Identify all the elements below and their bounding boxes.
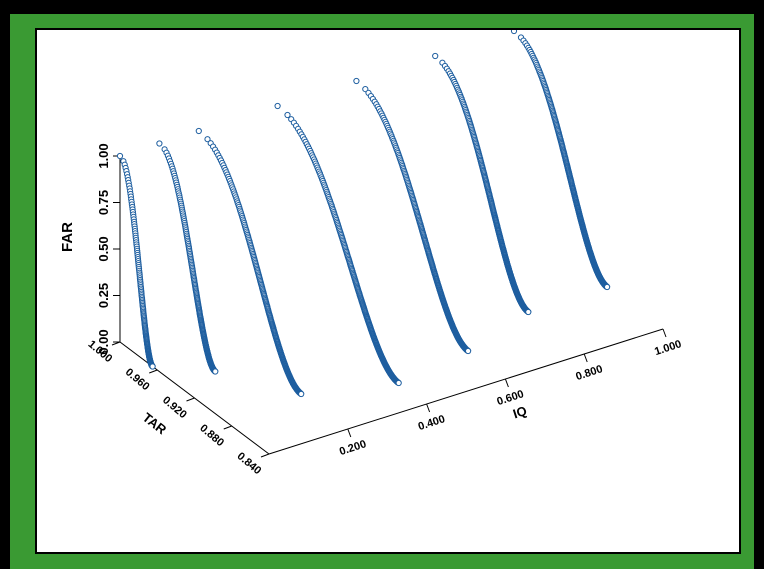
data-point <box>204 136 211 143</box>
iq-tick <box>426 403 431 413</box>
tar-tick <box>186 397 195 402</box>
tar-axis-title: TAR <box>140 410 170 438</box>
tar-tick-label: 0.960 <box>123 366 152 393</box>
iq-axis-line <box>268 328 664 455</box>
tar-tick-label: 0.840 <box>235 450 264 477</box>
data-point <box>149 363 156 370</box>
data-point <box>604 283 611 291</box>
iq-tick <box>504 378 509 388</box>
tar-tick <box>223 425 232 430</box>
plot-panel: 0.200 0.400 0.600 0.800 1.000 0.840 0.880 0.920… <box>35 27 741 554</box>
iq-axis-title: IQ <box>511 403 529 422</box>
data-point <box>212 368 219 375</box>
data-point <box>156 140 163 147</box>
iq-tick-label: 0.200 <box>338 438 368 458</box>
data-point <box>465 347 472 355</box>
far-tick-label: 1.00 <box>96 143 111 168</box>
far-tick-label: 0.00 <box>96 329 111 354</box>
tar-tick-label: 0.920 <box>160 394 189 421</box>
data-point <box>432 52 439 60</box>
tar-tick-label: 0.880 <box>197 422 226 449</box>
data-point <box>298 390 305 398</box>
far-tick-label: 0.50 <box>96 236 111 261</box>
data-point <box>525 308 532 316</box>
far-tick-label: 0.25 <box>96 283 111 308</box>
data-point <box>274 102 281 110</box>
data-point <box>353 77 360 85</box>
iq-tick <box>347 428 352 438</box>
tar-tick <box>149 369 158 374</box>
far-axis-title: FAR <box>59 222 76 252</box>
data-point <box>362 86 369 93</box>
iq-tick-label: 1.000 <box>653 338 683 358</box>
iq-tick <box>583 353 588 363</box>
axes-group <box>111 155 667 458</box>
data-point <box>510 27 518 35</box>
data-point <box>395 379 402 387</box>
scatter-3d-chart: 0.2000.4000.6000.8001.0000.8400.8800.920… <box>59 27 683 477</box>
labels-group: 0.2000.4000.6000.8001.0000.8400.8800.920… <box>59 143 683 477</box>
data-point <box>116 152 124 160</box>
data-point <box>195 127 202 135</box>
iq-tick <box>662 328 667 338</box>
points-group <box>116 27 611 398</box>
data-point <box>284 111 291 119</box>
iq-tick-label: 0.400 <box>417 413 447 433</box>
tar-tick <box>260 453 270 458</box>
iq-tick-label: 0.800 <box>574 363 604 383</box>
far-tick-label: 0.75 <box>96 190 111 215</box>
